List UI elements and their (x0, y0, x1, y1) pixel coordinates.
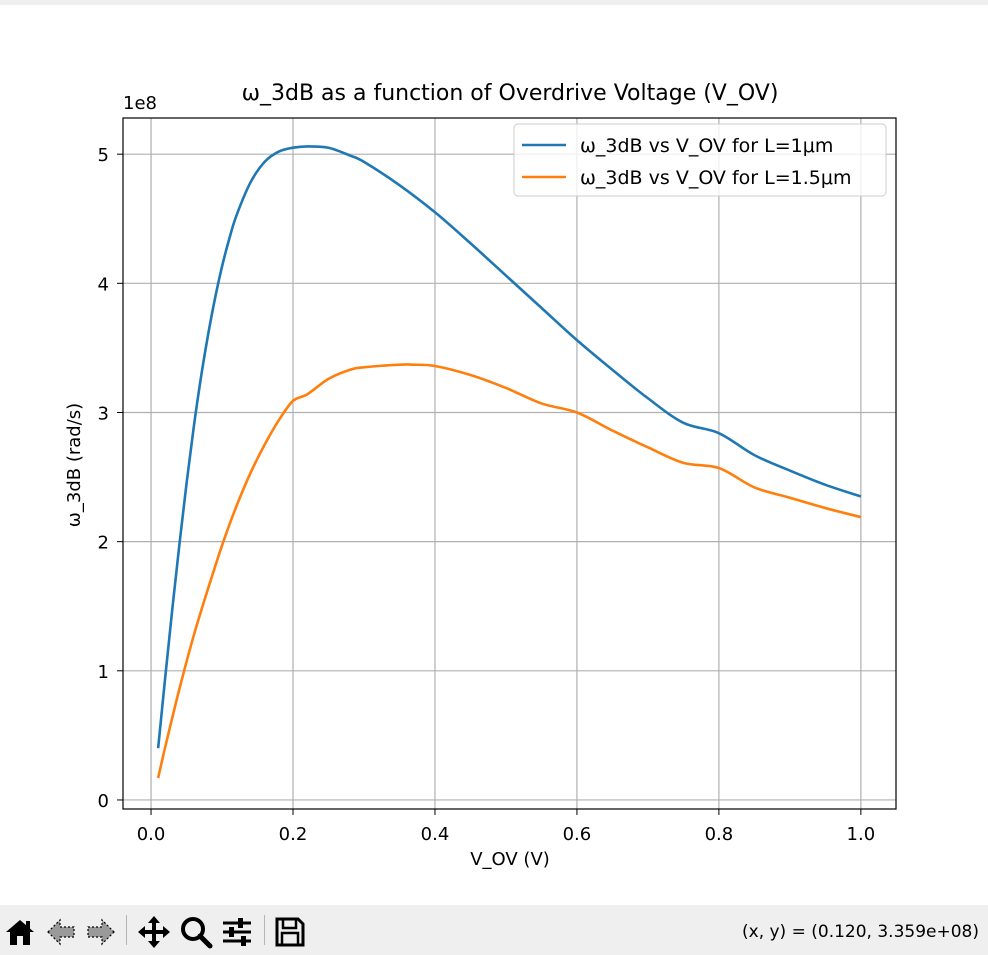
x-axis-label: V_OV (V) (470, 849, 550, 870)
x-tick-label: 1.0 (847, 824, 876, 845)
configure-subplots-icon (223, 918, 251, 946)
legend: ω_3dB vs V_OV for L=1μm ω_3dB vs V_OV fo… (513, 123, 887, 197)
y-tick-label: 5 (98, 145, 109, 166)
toolbar-separator (126, 915, 127, 945)
legend-box (513, 123, 887, 197)
save-button[interactable] (272, 915, 308, 949)
axis-ticks: 0.0 0.2 0.4 0.6 0.8 1.0 0 1 2 3 4 5 (98, 145, 876, 845)
line-chart: 0.0 0.2 0.4 0.6 0.8 1.0 0 1 2 3 4 5 ω_3dB as a func… (0, 5, 988, 905)
x-tick-label: 0.0 (137, 824, 166, 845)
zoom-magnifier-icon (181, 917, 213, 949)
grid-lines (123, 118, 896, 809)
legend-label-series-2: ω_3dB vs V_OV for L=1.5μm (580, 167, 851, 189)
series-lines (156, 145, 862, 779)
x-tick-label: 0.2 (279, 824, 308, 845)
zoom-button[interactable] (178, 915, 214, 949)
navigation-toolbar: (x, y) = (0.120, 3.359e+08) (0, 905, 988, 955)
y-tick-label: 4 (98, 274, 109, 295)
x-tick-label: 0.8 (705, 824, 734, 845)
back-button[interactable] (44, 915, 80, 949)
back-arrow-icon (47, 918, 75, 946)
pan-move-icon (138, 916, 170, 948)
cursor-coordinates-readout: (x, y) = (0.120, 3.359e+08) (742, 922, 979, 942)
y-tick-label: 0 (98, 791, 109, 812)
y-axis-label: ω_3dB (rad/s) (64, 403, 85, 527)
figure-canvas[interactable]: 0.0 0.2 0.4 0.6 0.8 1.0 0 1 2 3 4 5 ω_3dB as a func… (0, 5, 988, 905)
forward-arrow-icon (87, 918, 115, 946)
home-icon (6, 920, 34, 945)
x-tick-label: 0.6 (563, 824, 592, 845)
save-floppy-icon (275, 917, 305, 947)
pan-button[interactable] (136, 915, 172, 949)
series-line-2 (156, 363, 862, 779)
configure-subplots-button[interactable] (219, 915, 255, 949)
legend-label-series-1: ω_3dB vs V_OV for L=1μm (580, 135, 833, 157)
x-tick-label: 0.4 (421, 824, 450, 845)
window-top-strip (0, 0, 988, 5)
toolbar-separator (264, 915, 265, 945)
chart-title: ω_3dB as a function of Overdrive Voltage… (242, 81, 779, 106)
y-tick-label: 2 (98, 533, 109, 554)
y-tick-label: 3 (98, 403, 109, 424)
series-line-1 (156, 145, 862, 749)
home-button[interactable] (2, 915, 38, 949)
y-tick-label: 1 (98, 662, 109, 683)
forward-button[interactable] (82, 915, 118, 949)
y-axis-offset-label: 1e8 (123, 93, 157, 114)
axes-frame (122, 117, 897, 810)
